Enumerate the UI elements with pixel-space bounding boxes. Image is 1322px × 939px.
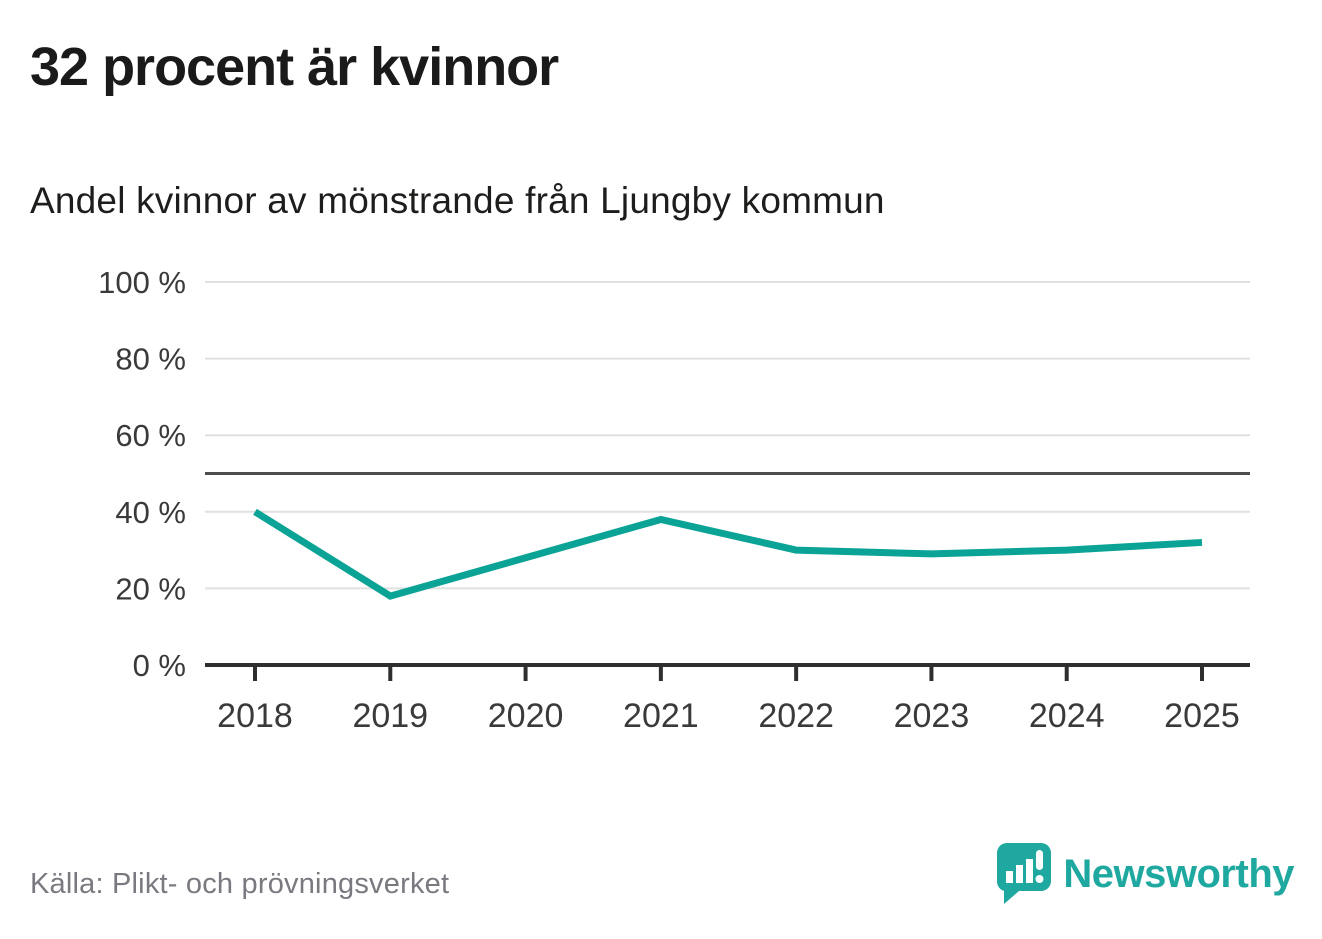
x-tick-label-2025: 2025	[1164, 697, 1240, 735]
x-tick-label-2018: 2018	[217, 697, 293, 735]
exclamation-bar	[1036, 850, 1044, 870]
chart-headline: 32 procent är kvinnor	[30, 37, 559, 97]
x-tick-label-2021: 2021	[623, 697, 699, 735]
y-tick-label-0: 0 %	[133, 648, 186, 683]
y-tick-label-100: 100 %	[98, 265, 186, 300]
x-tick-label-2024: 2024	[1029, 697, 1105, 735]
chart-subtitle: Andel kvinnor av mönstrande från Ljungby…	[30, 180, 885, 221]
brand-lockup: Newsworthy	[997, 842, 1294, 906]
chart-svg: 0 % 20 % 40 % 60 % 80 % 100 % 2018 2019 2020 2021…	[98, 265, 1250, 735]
brand-wordmark: Newsworthy	[1063, 851, 1294, 896]
x-tick-label-2019: 2019	[352, 697, 428, 735]
newsworthy-speech-bubble-chart-icon	[997, 843, 1052, 904]
y-tick-label-80: 80 %	[115, 342, 186, 377]
source-caption: Källa: Plikt- och prövningsverket	[30, 868, 450, 900]
y-tick-label-60: 60 %	[115, 418, 186, 453]
y-tick-label-40: 40 %	[115, 495, 186, 530]
x-tick-label-2022: 2022	[758, 697, 834, 735]
y-tick-label-20: 20 %	[115, 571, 186, 606]
x-tick-label-2023: 2023	[894, 697, 970, 735]
bar-2	[1016, 865, 1024, 883]
exclamation-dot	[1035, 875, 1044, 883]
bar-3	[1026, 859, 1034, 883]
speech-bubble-shape	[997, 843, 1052, 904]
x-tick-label-2020: 2020	[488, 697, 564, 735]
bar-1	[1006, 871, 1014, 883]
data-line-0	[253, 508, 1203, 600]
